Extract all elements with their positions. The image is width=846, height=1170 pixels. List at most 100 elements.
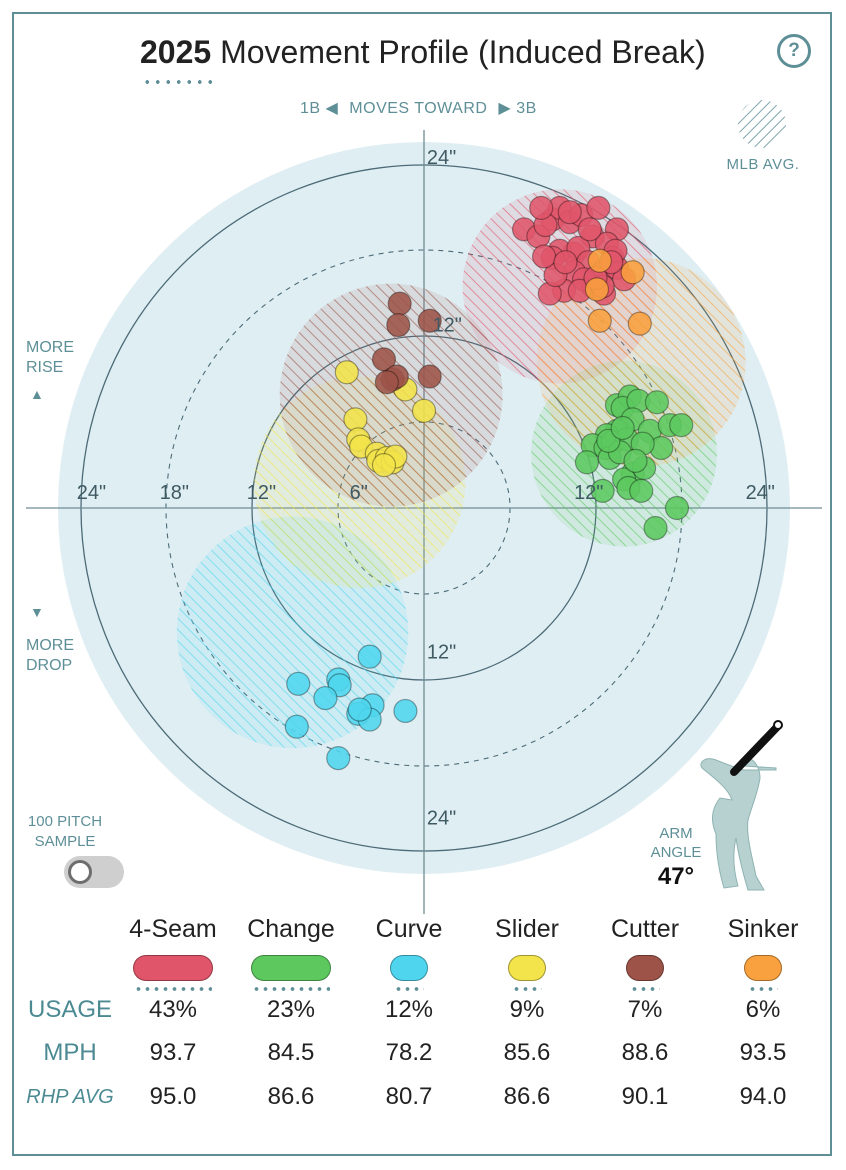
legend-swatch-change[interactable] <box>251 955 331 981</box>
rhp-avg-row-label: RHP AVG <box>26 1086 114 1108</box>
pitch-point-4-seam[interactable] <box>557 200 582 225</box>
rhp-avg-cell-sinker: 94.0 <box>739 1083 787 1110</box>
toggle-knob <box>68 860 92 884</box>
pitch-point-curve[interactable] <box>313 685 338 711</box>
pitch-point-change[interactable] <box>590 478 615 503</box>
pitch-point-curve[interactable] <box>286 671 311 696</box>
ring-label-h: 24" <box>746 482 775 504</box>
title-underline <box>142 80 216 84</box>
pitch-point-cutter[interactable] <box>387 291 412 316</box>
pitch-point-4-seam[interactable] <box>553 250 578 275</box>
usage-cell-change: 23% <box>266 996 316 1023</box>
pitch-point-curve[interactable] <box>284 714 309 739</box>
mph-cell-change: 84.5 <box>267 1039 315 1066</box>
legend-underline-change <box>252 987 330 991</box>
usage-row-label: USAGE <box>27 996 113 1023</box>
pitch-point-sinker[interactable] <box>584 277 610 302</box>
sample-toggle[interactable] <box>64 856 124 888</box>
legend-swatch-slider[interactable] <box>508 955 546 981</box>
legend-name-cutter: Cutter <box>610 915 680 943</box>
legend-underline-curve <box>394 987 424 991</box>
pitch-point-curve[interactable] <box>357 644 382 669</box>
pitch-point-sinker[interactable] <box>587 308 612 333</box>
mph-cell-sinker: 93.5 <box>739 1039 787 1066</box>
pitch-point-curve[interactable] <box>347 697 372 722</box>
pitcher-silhouette-icon <box>700 720 783 891</box>
pitch-point-change[interactable] <box>643 515 668 541</box>
legend-slider[interactable]: Slider <box>472 915 582 991</box>
pitch-point-change[interactable] <box>574 450 600 475</box>
pitch-point-change[interactable] <box>629 478 654 503</box>
title-text: Movement Profile (Induced Break) <box>220 34 706 70</box>
legend-swatch-4-seam[interactable] <box>133 955 213 981</box>
legend-cutter[interactable]: Cutter <box>590 915 700 991</box>
pitch-point-cutter[interactable] <box>386 312 411 338</box>
more-rise-label: MORE RISE <box>26 338 74 378</box>
ring-label-h: 12" <box>247 482 276 504</box>
ring-label-h: 24" <box>77 482 106 504</box>
mph-cell-slider: 85.6 <box>503 1039 551 1066</box>
legend-underline-sinker <box>748 987 778 991</box>
pitch-point-change[interactable] <box>669 413 694 438</box>
sample-label-line1: 100 PITCH <box>27 813 103 830</box>
pitch-point-4-seam[interactable] <box>577 217 602 242</box>
mph-row-label: MPH <box>43 1039 97 1066</box>
legend-name-4-seam: 4-Seam <box>129 915 217 943</box>
triangle-right-icon: ▶ <box>498 100 512 117</box>
pitch-point-curve[interactable] <box>326 746 351 771</box>
triangle-left-icon: ◀ <box>325 100 339 117</box>
pitch-point-sinker[interactable] <box>620 260 645 285</box>
legend-4-seam[interactable]: 4-Seam <box>118 915 228 991</box>
pitch-point-slider[interactable] <box>371 453 397 478</box>
pitch-point-slider[interactable] <box>334 360 359 385</box>
legend-swatch-curve[interactable] <box>390 955 428 981</box>
usage-cell-slider: 9% <box>509 996 545 1023</box>
pitch-point-change[interactable] <box>610 415 635 441</box>
more-drop-line2: DROP <box>26 657 73 674</box>
pitch-point-sinker[interactable] <box>587 248 612 273</box>
legend-swatch-sinker[interactable] <box>744 955 782 981</box>
pitch-point-cutter[interactable] <box>374 370 399 395</box>
pitch-point-change[interactable] <box>623 448 648 473</box>
legend-name-slider: Slider <box>495 915 559 943</box>
pitch-point-slider[interactable] <box>343 407 368 432</box>
direction-right: 3B <box>516 100 537 117</box>
pitch-point-cutter[interactable] <box>417 308 442 333</box>
ring-label-h: 18" <box>160 482 189 504</box>
question-icon[interactable]: ? <box>777 34 811 68</box>
arm-label-line2: ANGLE <box>650 844 702 861</box>
chart-frame <box>12 12 832 1156</box>
legend-swatch-cutter[interactable] <box>626 955 664 981</box>
pitch-point-change[interactable] <box>644 390 670 415</box>
mph-cell-cutter: 88.6 <box>621 1039 669 1066</box>
mph-cell-4-seam: 93.7 <box>149 1039 197 1066</box>
legend-sinker[interactable]: Sinker <box>708 915 818 991</box>
sample-label-line2: SAMPLE <box>34 833 96 850</box>
ring-label-h: 12" <box>574 482 603 504</box>
pitch-point-change[interactable] <box>664 495 690 521</box>
legend-curve[interactable]: Curve <box>354 915 464 991</box>
legend-change[interactable]: Change <box>236 915 346 991</box>
direction-label: 1B ◀ MOVES TOWARD ▶ 3B <box>300 98 537 118</box>
pitch-point-4-seam[interactable] <box>529 195 554 220</box>
more-drop-label: MORE DROP <box>26 636 74 676</box>
pitch-point-sinker[interactable] <box>627 311 652 336</box>
rhp-avg-cell-curve: 80.7 <box>385 1083 433 1110</box>
arm-angle-label: ARM ANGLE <box>650 824 702 862</box>
usage-cell-curve: 12% <box>384 996 434 1023</box>
arm-angle-value: 47° <box>657 863 695 890</box>
rhp-avg-cell-slider: 86.6 <box>503 1083 551 1110</box>
ring-label-v: 24" <box>427 147 456 169</box>
ring-label-v: 12" <box>427 642 456 664</box>
rhp-avg-cell-4-seam: 95.0 <box>149 1083 197 1110</box>
legend-underline-4-seam <box>134 987 212 991</box>
direction-middle: MOVES TOWARD <box>349 100 488 117</box>
pitch-point-slider[interactable] <box>411 398 437 423</box>
pitch-point-curve[interactable] <box>393 698 418 724</box>
pitch-point-4-seam[interactable] <box>586 195 611 220</box>
pitch-point-4-seam[interactable] <box>531 244 557 269</box>
pitch-point-cutter[interactable] <box>417 364 442 389</box>
pitch-point-cutter[interactable] <box>371 347 397 372</box>
ring-label-v: 24" <box>427 807 456 829</box>
legend-name-curve: Curve <box>375 915 443 943</box>
